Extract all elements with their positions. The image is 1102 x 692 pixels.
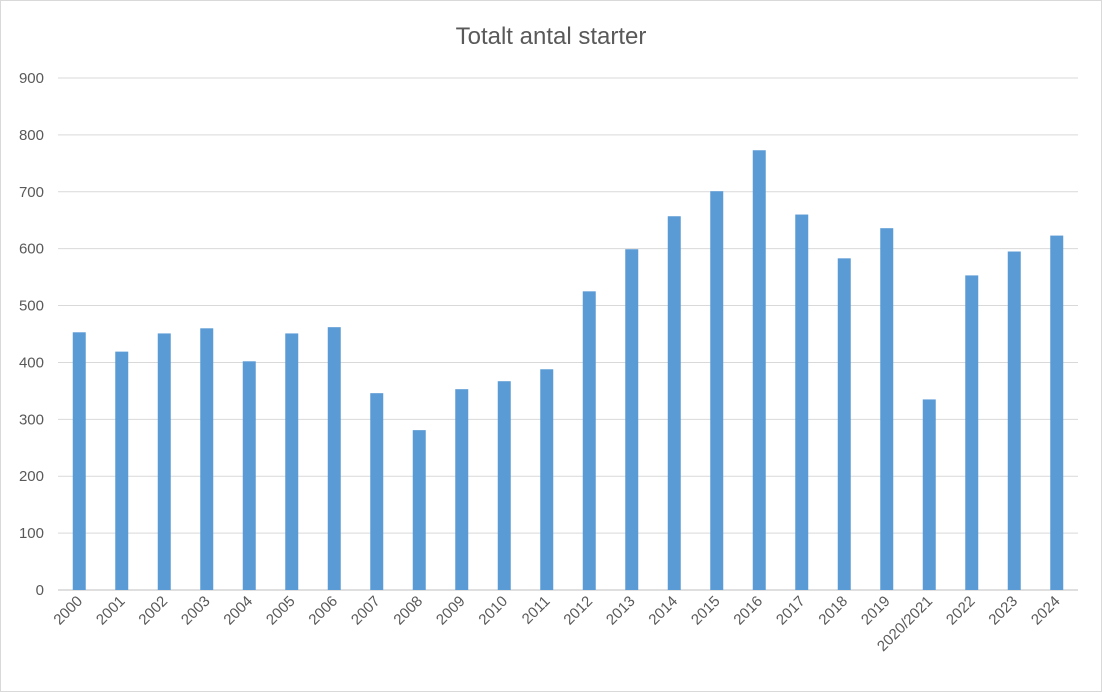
x-tick-label: 2023	[985, 593, 1021, 629]
chart-title: Totalt antal starter	[456, 23, 647, 50]
bar-2013	[625, 249, 639, 591]
x-tick-label: 2003	[178, 593, 214, 629]
bar-2011	[540, 369, 554, 590]
x-tick-label: 2000	[50, 593, 86, 629]
bar-2004	[242, 361, 256, 590]
x-tick-label: 2016	[730, 593, 766, 629]
x-tick-label: 2018	[815, 593, 851, 629]
y-tick-label: 500	[19, 298, 44, 315]
bar-2009	[455, 389, 469, 590]
x-tick-label: 2014	[645, 593, 681, 629]
y-tick-label: 0	[36, 582, 44, 599]
bar-2017	[795, 214, 809, 591]
bar-2007	[370, 393, 384, 590]
bar-2015	[710, 191, 724, 590]
x-tick-label: 2008	[390, 593, 426, 629]
bar-2001	[115, 351, 129, 590]
y-tick-label: 700	[19, 184, 44, 201]
gridlines	[58, 77, 1078, 591]
bar-2019	[880, 228, 894, 591]
bar-2018	[837, 258, 851, 590]
bar-2020-2021	[922, 399, 936, 590]
x-tick-label: 2004	[220, 593, 256, 629]
x-axis-ticks: 2000 2001 2002 2003 2004 2005 2006 2007 2008 2009…	[50, 593, 1063, 655]
x-tick-label: 2010	[475, 593, 511, 629]
bar-2022	[965, 275, 979, 590]
bar-2012	[582, 291, 596, 590]
x-tick-label: 2009	[433, 593, 469, 629]
x-tick-label: 2017	[773, 593, 809, 629]
x-tick-label: 2002	[135, 593, 171, 629]
x-tick-label: 2024	[1028, 593, 1064, 629]
bar-2008	[412, 430, 426, 590]
x-tick-label: 2006	[305, 593, 341, 629]
x-tick-label: 2012	[560, 593, 596, 629]
y-tick-label: 900	[19, 70, 44, 87]
y-tick-label: 800	[19, 127, 44, 144]
bars	[72, 150, 1064, 591]
y-tick-label: 100	[19, 525, 44, 542]
x-tick-label: 2005	[263, 593, 299, 629]
x-tick-label: 2022	[943, 593, 979, 629]
bar-2006	[327, 327, 341, 590]
bar-2016	[752, 150, 766, 590]
bar-2003	[200, 328, 214, 590]
x-tick-label: 2019	[858, 593, 894, 629]
y-tick-label: 200	[19, 468, 44, 485]
y-tick-label: 600	[19, 241, 44, 258]
y-axis-ticks: 0 100 200 300 400 500 600 700 800 900	[19, 70, 44, 599]
bar-2005	[285, 333, 299, 590]
bar-2010	[497, 381, 511, 590]
bar-2014	[667, 216, 681, 591]
bar-2002	[157, 333, 171, 590]
bar-2024	[1050, 235, 1064, 591]
y-tick-label: 400	[19, 354, 44, 371]
x-tick-label: 2013	[603, 593, 639, 629]
bar-2023	[1007, 251, 1021, 590]
y-tick-label: 300	[19, 411, 44, 428]
x-tick-label: 2007	[348, 593, 384, 629]
x-tick-label: 2001	[93, 593, 129, 629]
x-tick-label: 2011	[519, 593, 554, 628]
x-tick-label: 2015	[688, 593, 724, 629]
bar-2000	[72, 332, 86, 590]
